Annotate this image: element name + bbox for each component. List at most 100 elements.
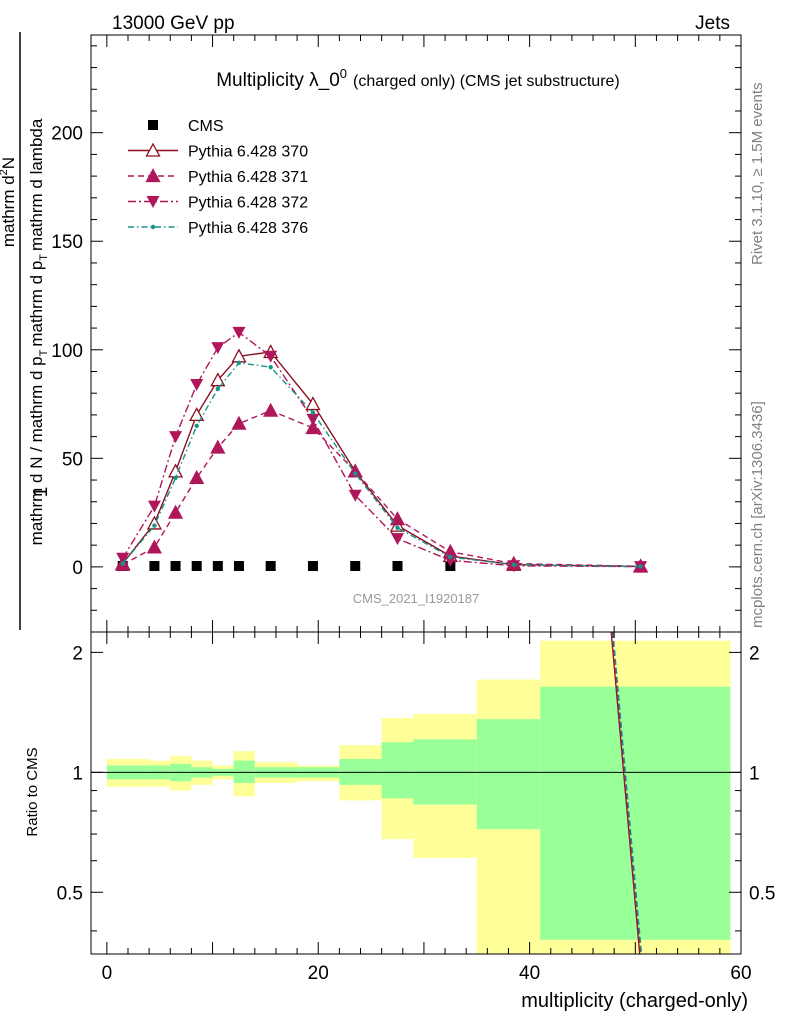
- data-point-cms: [265, 561, 276, 572]
- ratio-frame: [90, 631, 742, 955]
- data-point-pythia-6-428-371: [347, 463, 363, 478]
- ratio-y-label: Ratio to CMS: [24, 747, 41, 836]
- y-tick-label: 100: [51, 341, 83, 362]
- x-tick-label: 40: [519, 963, 540, 984]
- ratio-y-tick-label-right: 0.5: [749, 883, 775, 904]
- legend-label-pythia-6-428-370: Pythia 6.428 370: [188, 144, 308, 161]
- data-point-pythia-6-428-371: [389, 511, 406, 526]
- x-tick-label: 60: [730, 963, 751, 984]
- ratio-y-tick-label: 0.5: [57, 883, 83, 904]
- ratio-band-inner: [381, 742, 414, 799]
- ratio-y-ticks: 0.5 0.5 1 1 2 2: [57, 643, 775, 932]
- data-point-pythia-6-428-376: [173, 475, 178, 481]
- y-label-den-1: mathrm d N / mathrm d p: [27, 356, 46, 545]
- series-line-pythia-6-428-376: [122, 362, 641, 568]
- data-point-pythia-6-428-372: [169, 431, 183, 444]
- data-point-pythia-6-428-372: [348, 489, 362, 502]
- data-point-pythia-6-428-376: [152, 523, 157, 528]
- main-panel: 0 50 100 150 200 CMS_2021_I1920187 Multiplic…: [0, 32, 742, 633]
- legend-marker-pythia-6-428-376: [150, 224, 156, 230]
- data-point-pythia-6-428-371: [146, 539, 163, 554]
- watermark: CMS_2021_I1920187: [353, 591, 480, 606]
- data-point-pythia-6-428-376: [511, 562, 516, 567]
- y-label-num-d: mathrm d: [0, 175, 18, 247]
- main-title: Multiplicity λ_00 (charged only) (CMS jet…: [216, 66, 620, 91]
- data-point-cms: [307, 561, 318, 572]
- data-point-pythia-6-428-372: [147, 500, 161, 513]
- ratio-lines: [610, 631, 643, 955]
- data-point-pythia-6-428-371: [231, 415, 247, 430]
- legend-marker-pythia-6-428-371: [145, 168, 161, 183]
- data-point-pythia-6-428-371: [305, 420, 321, 435]
- data-point-pythia-6-428-371: [189, 470, 205, 485]
- rivet-label: Rivet 3.1.10, ≥ 1.5M events: [749, 83, 766, 266]
- ratio-y-tick-label: 2: [72, 643, 83, 664]
- data-point-pythia-6-428-376: [310, 410, 316, 415]
- data-point-pythia-6-428-370: [305, 396, 321, 411]
- data-point-cms: [170, 561, 181, 572]
- data-point-pythia-6-428-376: [268, 364, 273, 370]
- main-title-sup: 0: [340, 66, 347, 81]
- y-tick-label: 50: [62, 449, 83, 470]
- y-tick-label: 150: [51, 232, 83, 253]
- data-point-pythia-6-428-376: [353, 471, 358, 476]
- x-axis-label: multiplicity (charged-only): [521, 990, 748, 1012]
- data-point-pythia-6-428-372: [211, 342, 225, 355]
- series-line-pythia-6-428-372: [122, 331, 641, 568]
- header-right: Jets: [695, 13, 730, 34]
- legend-label-pythia-6-428-376: Pythia 6.428 376: [188, 220, 308, 237]
- mcplots-label: mcplots.cern.ch [arXiv:1306.3436]: [749, 401, 766, 628]
- data-point-pythia-6-428-372: [391, 533, 405, 546]
- data-point-cms: [350, 561, 361, 572]
- y-label-numerator: 1: [31, 487, 52, 498]
- data-point-pythia-6-428-372: [232, 326, 246, 339]
- data-point-cms: [233, 561, 244, 572]
- legend-marker-cms: [148, 120, 158, 130]
- y-label-den-sub-1: T: [38, 349, 50, 356]
- data-point-pythia-6-428-376: [448, 554, 453, 560]
- legend-label-pythia-6-428-371: Pythia 6.428 371: [188, 169, 308, 186]
- data-point-pythia-6-428-372: [264, 350, 278, 363]
- main-title-text: Multiplicity λ_0: [216, 70, 340, 91]
- data-point-pythia-6-428-376: [236, 360, 242, 366]
- ratio-x-ticks: 0 20 40 60: [102, 632, 752, 984]
- data-point-pythia-6-428-370: [146, 515, 163, 530]
- data-point-pythia-6-428-376: [194, 423, 199, 428]
- data-point-pythia-6-428-376: [215, 386, 221, 392]
- y-label-denominator: mathrm d N / mathrm d pTmathrm d pTmathr…: [27, 118, 50, 545]
- ratio-y-tick-label-right: 1: [749, 763, 760, 784]
- data-point-pythia-6-428-370: [210, 372, 226, 387]
- data-point-pythia-6-428-372: [190, 379, 204, 392]
- y-label-upper: mathrm d2N: [0, 157, 18, 247]
- main-title-suffix: (charged only) (CMS jet substructure): [353, 73, 620, 90]
- legend: CMS Pythia 6.428 370 Pythia 6.428 371 Pythi…: [128, 118, 308, 237]
- data-point-pythia-6-428-372: [116, 552, 130, 565]
- y-label-num-n: N: [0, 157, 18, 169]
- ratio-band-inner: [233, 760, 255, 784]
- y-label-den-2: mathrm d p: [27, 261, 46, 347]
- ratio-bands: [106, 640, 731, 954]
- y-label-den-sub-2: T: [38, 254, 50, 261]
- data-point-pythia-6-428-372: [443, 554, 457, 567]
- data-point-cms: [212, 561, 223, 572]
- main-y-ticks: 0 50 100 150 200: [51, 45, 741, 611]
- ratio-line: [610, 631, 641, 955]
- data-point-pythia-6-428-371: [167, 504, 184, 519]
- data-point-pythia-6-428-376: [638, 564, 643, 569]
- y-label-num-sup: 2: [0, 169, 10, 175]
- data-point-cms: [392, 561, 403, 572]
- y-tick-label: 0: [72, 558, 83, 579]
- data-point-cms: [191, 561, 202, 572]
- ratio-y-tick-label: 1: [72, 763, 83, 784]
- ratio-y-tick-label-right: 2: [749, 643, 760, 664]
- ratio-band-inner: [476, 719, 541, 830]
- legend-marker-pythia-6-428-372: [146, 196, 160, 208]
- legend-label-cms: CMS: [188, 118, 224, 135]
- data-point-pythia-6-428-371: [263, 402, 279, 417]
- main-x-ticks: [106, 35, 742, 632]
- main-series: [115, 326, 649, 574]
- data-point-pythia-6-428-371: [210, 439, 226, 454]
- main-y-label: 1 mathrm d N / mathrm d pTmathrm d pTmat…: [0, 32, 52, 630]
- data-point-cms: [149, 561, 160, 572]
- y-tick-label: 200: [51, 124, 83, 145]
